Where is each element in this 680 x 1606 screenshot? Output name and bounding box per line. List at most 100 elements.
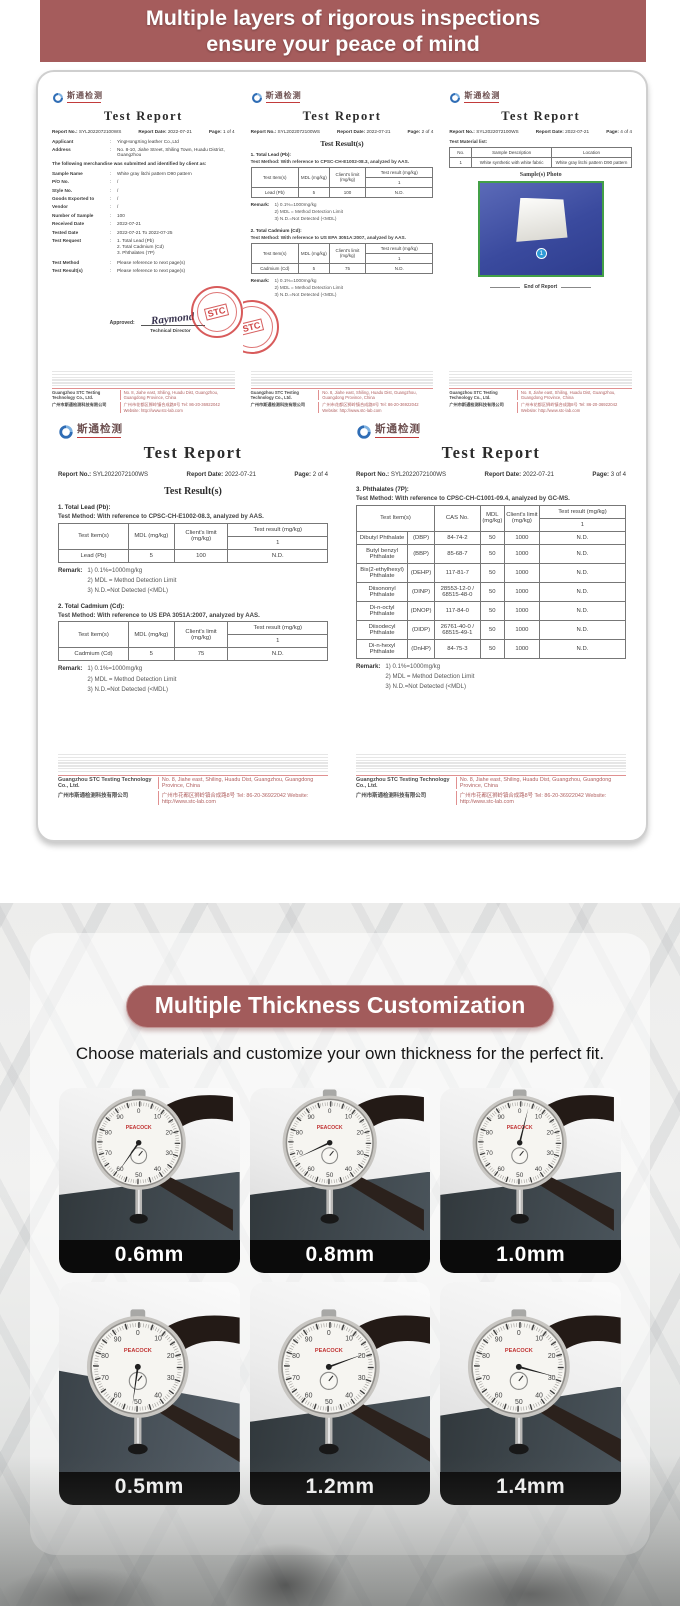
info-row: Applicant: YingHongXing leather Co.,Ltd <box>52 139 179 144</box>
gauge-photo: 0 10 20 30 40 50 60 70 80 90 PEACOCK <box>249 1088 431 1240</box>
disclaimer-text-block <box>356 753 626 773</box>
info-row: Tested Date:2022-07-21 To 2022-07-25 <box>52 229 173 235</box>
approver-signature: Raymond <box>150 311 195 328</box>
section-title-pill: Multiple Thickness Customization <box>125 985 555 1028</box>
gauge-photo: 0 10 20 30 40 50 60 70 80 90 PEACOCK <box>59 1282 240 1472</box>
svg-text:40: 40 <box>154 1392 162 1399</box>
banner-line-1: Multiple layers of rigorous inspections <box>145 6 541 30</box>
disclaimer-text-block <box>250 370 434 386</box>
report-title: Test Report <box>143 443 243 462</box>
svg-text:80: 80 <box>292 1353 300 1360</box>
svg-text:70: 70 <box>486 1150 494 1157</box>
report-meta: Report No.: SYL2022072100WS Report Date:… <box>356 471 626 478</box>
table-row: Diisodecyl Phthalate (DIDP) 26761-40-0 / 6… <box>355 619 627 640</box>
merchandise-statement: The following merchandise was submitted … <box>52 161 207 167</box>
table-row: Butyl benzyl Phthalate (BBP) 85-68-7 50 1000… <box>355 543 627 564</box>
dial-gauge-icon: 0 10 20 30 40 50 60 70 80 90 PEACOCK <box>250 1282 431 1472</box>
test-reports-card: 斯通检测 Test Report Report No.: SYL20220721… <box>36 70 648 842</box>
thickness-label: 0.8mm <box>249 1240 431 1273</box>
svg-text:10: 10 <box>535 1113 543 1120</box>
svg-text:PEACOCK: PEACOCK <box>126 1125 152 1131</box>
svg-text:50: 50 <box>325 1399 333 1406</box>
svg-text:10: 10 <box>536 1336 544 1343</box>
gauge-photo: 0 10 20 30 40 50 60 70 80 90 PEACOCK <box>249 1282 431 1472</box>
report-title: Test Report <box>501 109 581 123</box>
svg-text:80: 80 <box>295 1129 303 1136</box>
thickness-card: 0 10 20 30 40 50 60 70 80 90 PEACOCK 0.6mm <box>59 1088 240 1273</box>
svg-text:40: 40 <box>345 1166 353 1173</box>
svg-text:20: 20 <box>548 1353 556 1360</box>
dial-gauge-icon: 0 10 20 30 40 50 60 70 80 90 PEACOCK <box>59 1088 240 1240</box>
material-list-label: Test Material list: <box>449 139 488 144</box>
test-report-page-2-large: 斯通检测 Test Report Report No.: SYL20220721… <box>58 423 328 805</box>
approver-role: Technical Director <box>150 328 191 334</box>
table-row: Di-n-hexyl Phthalate (DnHP) 84-75-3 50 1000 N… <box>355 638 627 659</box>
cadmium-heading: 2. Total Cadmium (Cd): <box>250 228 302 234</box>
table-row: Di-n-octyl Phthalate (DNOP) 117-84-0 50 1000… <box>355 600 627 621</box>
svg-text:PEACOCK: PEACOCK <box>315 1348 343 1354</box>
report-title: Test Report <box>441 443 541 462</box>
lab-logo: 斯通检测 <box>251 91 434 108</box>
svg-text:80: 80 <box>101 1353 109 1360</box>
svg-text:50: 50 <box>515 1399 523 1406</box>
lab-logo-swirl-icon <box>356 424 372 440</box>
report-meta: Report No.: SYL2022072100WS Report Date:… <box>58 471 328 478</box>
thickness-panel: Multiple Thickness Customization Choose … <box>30 933 650 1555</box>
test-report-page-4: 斯通检测 Test Report Report No.: SYL20220721… <box>441 88 640 418</box>
svg-text:60: 60 <box>307 1166 315 1173</box>
lead-heading: 1. Total Lead (Pb): <box>250 152 291 157</box>
lab-logo: 斯通检测 <box>58 423 328 440</box>
svg-text:90: 90 <box>495 1336 503 1343</box>
svg-text:70: 70 <box>295 1150 303 1157</box>
svg-text:40: 40 <box>154 1166 162 1173</box>
lab-logo-underline <box>67 101 102 104</box>
info-row: Vendor: / <box>52 204 119 210</box>
lab-logo-swirl-icon <box>58 424 74 440</box>
svg-text:60: 60 <box>498 1166 506 1173</box>
svg-text:90: 90 <box>304 1336 312 1343</box>
svg-text:20: 20 <box>167 1353 175 1360</box>
svg-text:10: 10 <box>154 1336 162 1343</box>
dial-gauge-icon: 0 10 20 30 40 50 60 70 80 90 PEACOCK <box>440 1282 621 1472</box>
report-footer: Guangzhou STC Testing Technology Co., Lt… <box>250 370 434 415</box>
svg-text:90: 90 <box>307 1114 315 1121</box>
sample-photo: 1 <box>477 181 604 277</box>
info-row: Test Method: Please reference to next pag… <box>52 259 186 265</box>
report-footer: Guangzhou STC Testing Technology Co., Lt… <box>52 370 235 415</box>
lab-logo: 斯通检测 <box>356 423 626 440</box>
svg-text:30: 30 <box>166 1150 174 1157</box>
remarks-block: Remark: 1) 0.1%=1000mg/kg 2) MDL = Metho… <box>250 201 343 221</box>
svg-text:0: 0 <box>328 1108 332 1115</box>
svg-text:70: 70 <box>292 1375 300 1382</box>
svg-text:80: 80 <box>105 1129 113 1136</box>
thickness-cards-grid: 0 10 20 30 40 50 60 70 80 90 PEACOCK 0.6mm 0 10 20 3… <box>59 1088 621 1505</box>
red-seal-stamp-icon: STC <box>242 300 279 354</box>
svg-text:70: 70 <box>482 1375 490 1382</box>
svg-text:70: 70 <box>101 1375 109 1382</box>
svg-text:70: 70 <box>105 1150 113 1157</box>
report-meta: Report No.: SYL2022072100WS Report Date:… <box>449 129 633 134</box>
test-report-page-3: 斯通检测 Test Report Report No.: SYL20220721… <box>342 418 640 814</box>
disclaimer-text-block <box>58 753 328 773</box>
svg-text:90: 90 <box>498 1114 506 1121</box>
svg-text:PEACOCK: PEACOCK <box>124 1348 152 1354</box>
table-row: Diisononyl Phthalate (DINP) 28553-12-0 / 6… <box>355 581 627 602</box>
svg-text:50: 50 <box>516 1172 524 1179</box>
dial-gauge-icon: 0 10 20 30 40 50 60 70 80 90 PEACOCK <box>440 1088 621 1240</box>
svg-text:80: 80 <box>486 1129 494 1136</box>
report-no: SYL2022072100WS <box>78 129 122 134</box>
reports-row-top: 斯通检测 Test Report Report No.: SYL20220721… <box>44 88 640 418</box>
svg-text:0: 0 <box>518 1108 522 1115</box>
banner-line-2: ensure your peace of mind <box>206 32 480 56</box>
svg-text:30: 30 <box>356 1150 364 1157</box>
svg-text:40: 40 <box>536 1392 544 1399</box>
sample-number-badge: 1 <box>535 248 547 260</box>
info-row: Style No.: / <box>52 187 119 193</box>
svg-text:0: 0 <box>136 1330 140 1337</box>
svg-text:40: 40 <box>345 1392 353 1399</box>
disclaimer-text-block <box>449 370 633 386</box>
test-report-page-2-small: 斯通检测 Test Report Report No.: SYL20220721… <box>242 88 442 418</box>
dial-gauge-icon: 0 10 20 30 40 50 60 70 80 90 PEACOCK <box>59 1282 240 1472</box>
thickness-card: 0 10 20 30 40 50 60 70 80 90 PEACOCK 1.0mm <box>440 1088 621 1273</box>
svg-text:0: 0 <box>517 1330 521 1337</box>
